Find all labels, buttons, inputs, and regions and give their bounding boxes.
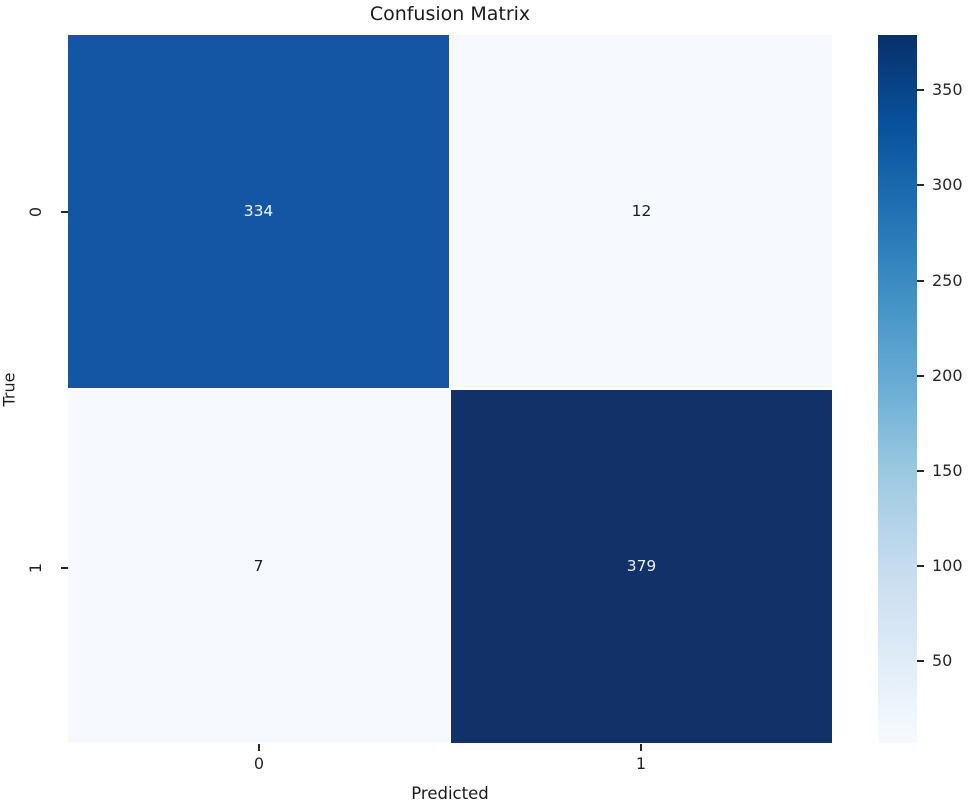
colorbar-tick-label: 150 [932, 460, 963, 480]
chart-title: Confusion Matrix [369, 3, 531, 25]
colorbar-tick-mark [917, 279, 924, 282]
y-tick-label: 0 [25, 206, 45, 218]
y-tick-mark [61, 567, 68, 569]
cell-value: 379 [626, 556, 657, 575]
x-axis-label: Predicted [411, 784, 489, 803]
colorbar-tick-label: 300 [932, 175, 963, 195]
y-axis-label: True [0, 372, 19, 406]
colorbar-tick-mark [917, 184, 924, 187]
x-tick-label: 0 [253, 754, 265, 773]
heatmap-cell-true0-pred1: 12 [451, 35, 832, 388]
cell-value: 7 [253, 556, 264, 575]
y-axis-label-wrap: True [0, 35, 20, 743]
heatmap-cell-true1-pred1: 379 [451, 390, 832, 743]
colorbar-tick-label: 250 [932, 270, 963, 290]
colorbar-tick: 200 [917, 365, 963, 385]
heatmap-cell-true1-pred0: 7 [68, 390, 449, 743]
colorbar-tick-mark [917, 469, 924, 472]
colorbar-gradient [878, 35, 917, 743]
colorbar-tick: 150 [917, 460, 963, 480]
colorbar-ticks: 50 100 150 200 250 300 350 [878, 35, 963, 743]
colorbar-tick: 50 [917, 653, 952, 669]
x-tick-label: 1 [635, 754, 647, 773]
cell-value: 12 [631, 201, 652, 220]
colorbar-tick-label: 200 [932, 365, 963, 385]
colorbar-tick-label: 350 [932, 80, 963, 100]
colorbar-tick-mark [917, 565, 924, 567]
colorbar-tick: 300 [917, 177, 963, 193]
colorbar-tick-label: 100 [932, 556, 963, 575]
colorbar-tick-mark [917, 374, 924, 377]
colorbar-tick: 100 [917, 558, 963, 574]
y-tick-label: 1 [25, 562, 45, 574]
x-tick-mark [258, 744, 260, 751]
colorbar-tick-mark [917, 89, 924, 92]
y-tick-mark [61, 211, 68, 213]
heatmap: 334 12 7 379 [68, 35, 832, 743]
colorbar-tick-label: 50 [932, 651, 953, 671]
cell-value: 334 [243, 201, 274, 220]
x-tick-mark [640, 744, 642, 751]
colorbar-tick-mark [917, 660, 924, 663]
colorbar-tick: 350 [917, 82, 963, 98]
colorbar-tick: 250 [917, 270, 963, 290]
colorbar: 50 100 150 200 250 300 350 [878, 35, 963, 743]
heatmap-cell-true0-pred0: 334 [68, 35, 449, 388]
